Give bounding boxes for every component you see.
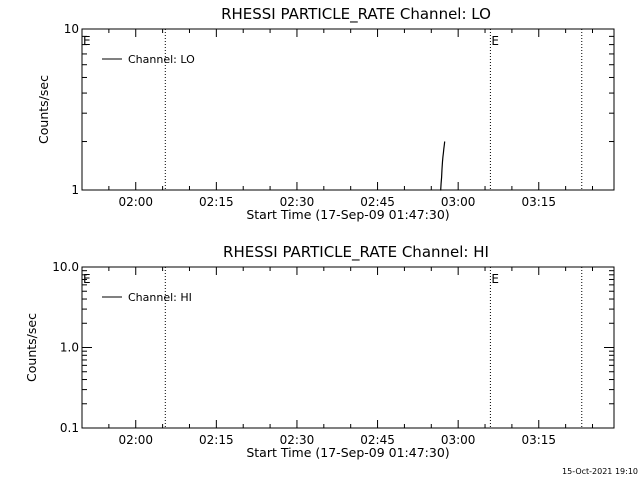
x-tick-label: 03:15 [521,195,556,209]
generation-timestamp: 15-Oct-2021 19:10 [562,467,638,476]
x-tick-label: 03:00 [441,195,476,209]
x-tick-label: 02:30 [280,195,315,209]
x-tick-label: 02:45 [360,195,395,209]
y-tick-label: 1.0 [60,341,79,355]
y-tick-label: 1 [71,183,79,197]
chart-title: RHESSI PARTICLE_RATE Channel: HI [223,243,489,262]
lo-channel-plot: RHESSI PARTICLE_RATE Channel: LO 02:00 02:… [36,5,615,222]
hi-channel-plot: RHESSI PARTICLE_RATE Channel: HI 02:00 02:… [24,243,615,460]
x-tick-label: 02:30 [280,433,315,447]
event-marker: E [491,272,499,286]
y-tick-label: 0.1 [60,421,79,435]
y-axis-label: Counts/sec [24,313,39,382]
plot-frame [81,28,615,191]
x-tick-label: 03:15 [521,433,556,447]
series-line [440,141,446,191]
x-tick-label: 02:00 [118,433,153,447]
x-tick-label: 02:15 [199,195,234,209]
y-axis-label: Counts/sec [36,75,51,144]
y-tick-label: 10.0 [52,260,79,274]
x-tick-label: 02:15 [199,433,234,447]
legend-label: Channel: LO [128,53,195,66]
y-tick-label: 10 [64,22,79,36]
chart-title: RHESSI PARTICLE_RATE Channel: LO [221,5,491,24]
x-tick-label: 03:00 [441,433,476,447]
x-tick-label: 02:45 [360,433,395,447]
x-axis-label: Start Time (17-Sep-09 01:47:30) [246,445,449,460]
legend-label: Channel: HI [128,291,192,304]
x-tick-label: 02:00 [118,195,153,209]
event-marker: E [83,272,91,286]
event-marker: E [491,34,499,48]
x-axis-label: Start Time (17-Sep-09 01:47:30) [246,207,449,222]
event-marker: E [83,34,91,48]
